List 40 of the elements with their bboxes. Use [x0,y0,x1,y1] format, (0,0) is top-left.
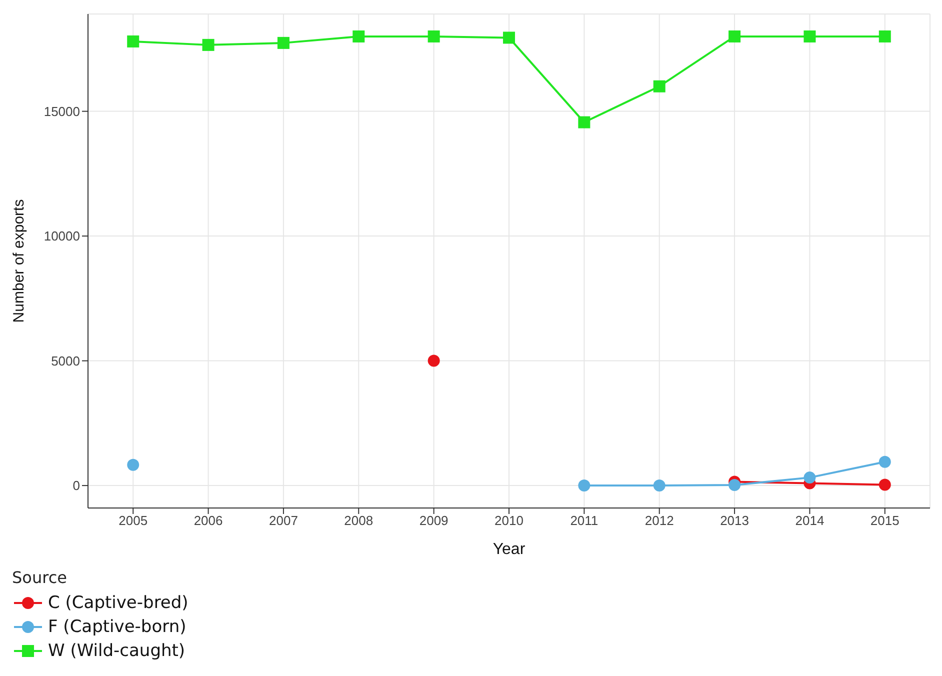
point [728,30,741,42]
y-tick-label: 0 [72,478,80,494]
point [428,30,440,42]
legend-label: F (Captive-born) [48,617,186,637]
point [503,32,515,44]
x-tick-label: 2013 [720,513,749,528]
x-tick-label: 2014 [795,513,824,528]
point [728,479,741,492]
point [578,116,590,128]
point [878,478,891,491]
point [653,480,666,492]
x-tick-label: 2010 [494,513,524,528]
point [428,354,440,367]
point [202,38,214,51]
y-axis-title: Number of exports [10,199,28,323]
x-tick-label: 2011 [570,513,598,528]
x-tick-label: 2005 [118,513,148,528]
point [804,30,816,42]
point [277,36,290,49]
legend-label: W (Wild-caught) [48,641,186,661]
point [804,472,816,484]
point [878,456,891,468]
point [653,80,666,92]
point [878,30,891,42]
x-tick-label: 2006 [194,513,223,528]
legend-title: Source [12,568,68,587]
point [352,30,365,42]
point [127,35,140,48]
x-tick-label: 2015 [870,513,900,528]
point [127,458,140,471]
x-axis-title: Year [492,541,526,558]
legend-label: C (Captive-bred) [48,593,188,613]
y-tick-label: 10000 [44,228,80,244]
y-tick-label: 5000 [51,353,80,368]
y-tick-label: 15000 [44,104,80,119]
x-tick-label: 2012 [644,513,674,528]
point [578,480,590,492]
x-tick-label: 2009 [419,513,448,528]
x-tick-label: 2007 [269,513,298,528]
x-tick-label: 2008 [344,513,374,528]
